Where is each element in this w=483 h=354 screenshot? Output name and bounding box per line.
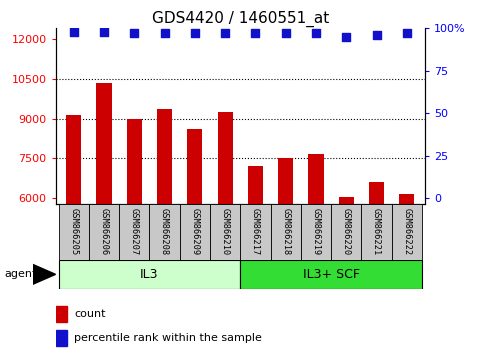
Bar [180,204,210,260]
Bar [56,330,68,346]
Bar [331,204,361,260]
Text: GSM866217: GSM866217 [251,207,260,255]
Text: GSM866209: GSM866209 [190,207,199,255]
Bar [187,129,202,204]
Bar [270,204,301,260]
Text: GSM866218: GSM866218 [281,207,290,255]
Text: GSM866206: GSM866206 [99,207,109,255]
Text: GSM866208: GSM866208 [160,207,169,255]
Bar [369,182,384,204]
Bar [248,166,263,204]
Bar [157,109,172,204]
Text: GSM866210: GSM866210 [221,207,229,255]
Point [221,30,229,36]
Bar [58,204,89,260]
Point [403,30,411,36]
Text: GSM866222: GSM866222 [402,207,412,255]
Point [70,29,78,35]
Bar [361,204,392,260]
Bar [56,306,68,322]
Text: GSM866220: GSM866220 [342,207,351,255]
Bar [241,260,422,289]
Bar [278,158,293,204]
Point [373,32,381,38]
Text: IL3+ SCF: IL3+ SCF [303,268,360,281]
Text: percentile rank within the sample: percentile rank within the sample [74,332,262,343]
Bar [392,204,422,260]
Text: GSM866205: GSM866205 [69,207,78,255]
Text: GSM866207: GSM866207 [130,207,139,255]
Bar [89,204,119,260]
Bar [119,204,149,260]
Point [312,30,320,36]
Bar [241,204,270,260]
Bar [339,197,354,204]
Bar [210,204,241,260]
Point [100,29,108,35]
Title: GDS4420 / 1460551_at: GDS4420 / 1460551_at [152,11,329,27]
Point [342,34,350,40]
Text: GSM866221: GSM866221 [372,207,381,255]
Bar [127,119,142,204]
Bar [66,115,81,204]
Bar [309,154,324,204]
Point [191,30,199,36]
Text: agent: agent [5,269,37,279]
Bar [149,204,180,260]
Point [282,30,290,36]
Point [161,30,169,36]
Bar [399,194,414,204]
Text: count: count [74,309,106,319]
Text: GSM866219: GSM866219 [312,207,321,255]
Bar [58,260,241,289]
Point [252,30,259,36]
Bar [301,204,331,260]
Bar [217,112,233,204]
Bar [97,83,112,204]
Polygon shape [33,264,56,284]
Point [130,30,138,36]
Text: IL3: IL3 [140,268,159,281]
